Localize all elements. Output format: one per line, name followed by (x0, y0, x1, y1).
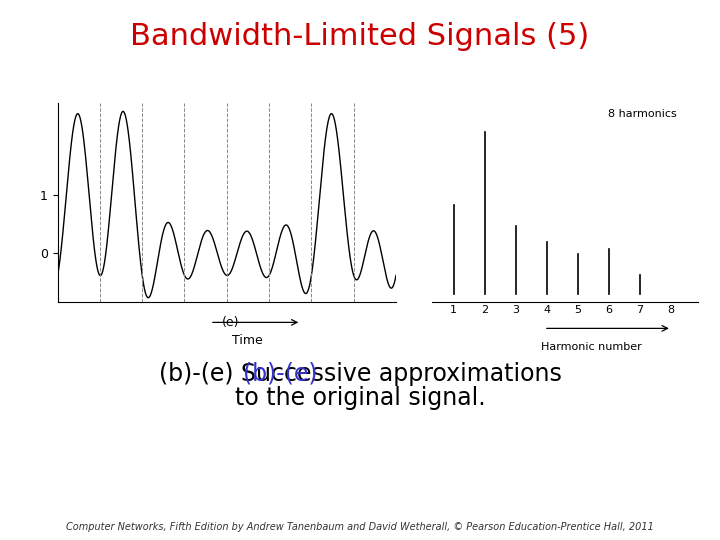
Text: (b)-(e) Successive approximations: (b)-(e) Successive approximations (158, 362, 562, 386)
Text: (e): (e) (222, 316, 239, 329)
Text: (b)-(e): (b)-(e) (243, 362, 318, 386)
Text: Time: Time (232, 334, 263, 347)
Text: Computer Networks, Fifth Edition by Andrew Tanenbaum and David Wetherall, © Pear: Computer Networks, Fifth Edition by Andr… (66, 522, 654, 532)
Text: to the original signal.: to the original signal. (235, 386, 485, 410)
Text: Harmonic number: Harmonic number (541, 342, 642, 353)
Text: Bandwidth-Limited Signals (5): Bandwidth-Limited Signals (5) (130, 22, 590, 51)
Text: 8 harmonics: 8 harmonics (608, 109, 677, 119)
